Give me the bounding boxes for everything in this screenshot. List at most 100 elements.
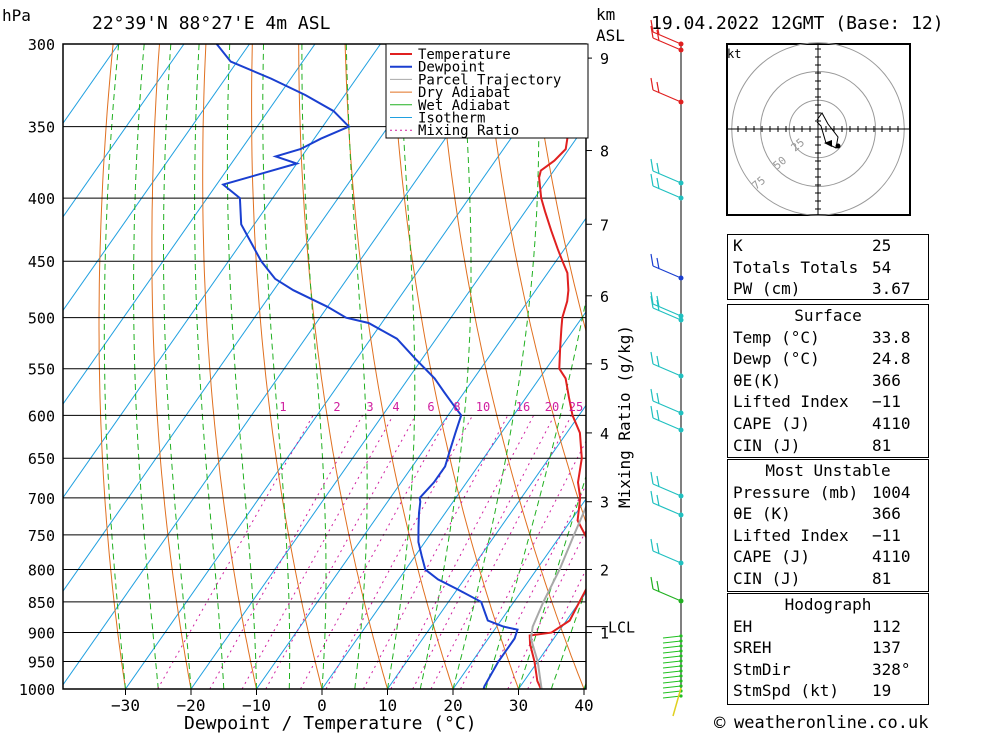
wind-barb: [652, 400, 682, 414]
dry-adiabat-line: [530, 44, 586, 333]
location-label: 22°39'N 88°27'E 4m ASL: [92, 13, 331, 34]
legend-label: Isotherm: [418, 111, 485, 127]
dewpoint-profile-line: [215, 44, 519, 689]
mixing-ratio-line: [300, 415, 449, 689]
wind-barb-flag: [656, 542, 660, 555]
isotherm-line: [452, 498, 586, 689]
km-tick-label: 4: [600, 425, 609, 443]
isotherm-line: [63, 44, 119, 125]
dry-adiabat-line: [202, 44, 257, 689]
wind-barb: [652, 89, 682, 103]
wind-barb: [662, 675, 682, 679]
wind-barb: [652, 483, 682, 497]
wind-barb-flag: [656, 295, 660, 308]
mixing-ratio-label: 6: [427, 400, 434, 414]
wind-barb-flag: [650, 490, 654, 504]
wind-barb-flag: [650, 538, 654, 552]
km-tick-label: 9: [600, 50, 609, 68]
site-credit: weatheronline.co.uk: [734, 713, 928, 733]
hodograph-row: StmSpd (kt) 19: [733, 681, 892, 701]
surface-title: Surface: [794, 306, 862, 325]
surface-table: Surface Temp (°C) 33.8 Dewp (°C) 24.8 θE(K…: [727, 304, 929, 458]
wind-barb-flag: [656, 23, 660, 36]
wind-barb: [662, 645, 682, 649]
mixing-ratio-label: 4: [392, 400, 399, 414]
x-tick-label: 30: [509, 696, 528, 715]
pressure-tick-label: 650: [28, 450, 55, 468]
wind-barb: [652, 185, 682, 199]
wind-barb-flag: [650, 77, 654, 91]
dry-adiabat-line: [151, 44, 192, 689]
surface-row: θE(K) 366: [733, 370, 901, 390]
wind-barb: [652, 265, 682, 279]
wind-barb-flag: [656, 299, 660, 312]
wind-barb-flag: [650, 576, 654, 590]
surface-row: CAPE (J) 4110: [733, 413, 911, 433]
x-axis-title: Dewpoint / Temperature (°C): [184, 713, 477, 733]
unstable-row: θE (K) 366: [733, 504, 901, 524]
wind-barb-flag: [656, 162, 660, 175]
isotherm-line: [63, 44, 447, 593]
mixing-ratio-label: 16: [516, 400, 530, 414]
index-row-pw: PW (cm) 3.67: [733, 279, 911, 299]
km-tick-label: 6: [600, 288, 609, 306]
wind-barb: [662, 670, 682, 674]
legend-label: Parcel Trajectory: [418, 72, 561, 88]
pressure-tick-label: 300: [28, 36, 55, 54]
dry-adiabat-line: [98, 44, 126, 689]
km-tick-label: 8: [600, 143, 609, 161]
wind-barb-flag: [650, 253, 654, 267]
wind-barb: [662, 650, 682, 654]
mixing-ratio-line: [241, 415, 394, 689]
mixing-ratio-line: [157, 415, 314, 689]
wind-barb: [662, 665, 682, 669]
unstable-row: Lifted Index −11: [733, 525, 901, 545]
parcel-trajectory-profile-line: [529, 504, 586, 689]
indices-table: K 25 Totals Totals 54 PW (cm) 3.67: [727, 234, 929, 300]
mixing-ratio-line: [390, 415, 535, 689]
wind-barb-flag: [650, 158, 654, 172]
x-tick-label: 40: [574, 696, 593, 715]
data-layer: [215, 44, 586, 689]
wind-barb-flag: [656, 257, 660, 270]
wind-barb: [652, 37, 682, 51]
wind-barb: [652, 170, 682, 184]
legend-box: [385, 43, 589, 139]
mixing-ratio-label: 8: [453, 400, 460, 414]
wind-barb-flag: [656, 177, 660, 190]
km-tick-label: 7: [600, 216, 609, 234]
legend-label: Mixing Ratio: [418, 123, 519, 139]
wind-barb-flag: [650, 388, 654, 402]
wind-barb: [662, 655, 682, 659]
isotherm-line: [63, 44, 316, 405]
pressure-tick-label: 450: [28, 253, 55, 271]
index-row-k: K 25: [733, 236, 892, 255]
mixing-ratio-line: [265, 415, 417, 689]
legend-label: Wet Adiabat: [418, 98, 511, 114]
isotherm-line: [63, 44, 512, 686]
surface-row: Temp (°C) 33.8: [733, 327, 911, 347]
pressure-tick-label: 750: [28, 527, 55, 545]
hodograph-row: SREH 137: [733, 638, 901, 658]
wet-adiabat-line: [301, 44, 327, 689]
legend-label: Dry Adiabat: [418, 85, 511, 101]
wind-barb-flag: [656, 29, 660, 42]
pressure-tick-label: 350: [28, 119, 55, 137]
mixing-ratio-label: 3: [366, 400, 373, 414]
isotherm-line: [256, 217, 586, 689]
most-unstable-title: Most Unstable: [765, 461, 891, 480]
surface-row: Lifted Index −11: [733, 392, 901, 412]
isotherm-line: [63, 44, 185, 218]
x-tick-label: 10: [378, 696, 397, 715]
wind-barb: [662, 685, 682, 689]
wind-barb-flag: [650, 291, 654, 305]
wind-barb-flag: [650, 295, 654, 309]
wind-barb: [652, 363, 682, 377]
lcl-label: LCL: [608, 619, 635, 637]
wind-barb-flag: [656, 355, 660, 368]
wind-barb-flag: [656, 392, 660, 405]
dry-adiabat-line: [251, 44, 323, 689]
